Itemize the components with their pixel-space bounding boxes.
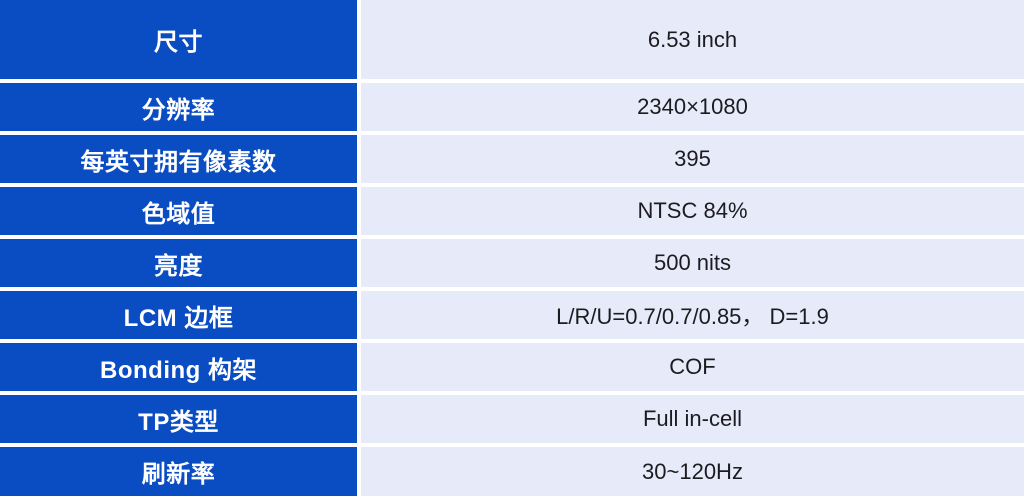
spec-row-color-gamut: 色域值 NTSC 84% [0, 187, 1024, 235]
spec-label-color-gamut: 色域值 [0, 187, 357, 235]
spec-label-bonding: Bonding 构架 [0, 343, 357, 391]
spec-value-bonding: COF [361, 343, 1024, 391]
spec-value-lcm-border: L/R/U=0.7/0.7/0.85， D=1.9 [361, 291, 1024, 339]
spec-label-refresh-rate: 刷新率 [0, 447, 357, 496]
spec-value-brightness: 500 nits [361, 239, 1024, 287]
spec-value-tp-type: Full in-cell [361, 395, 1024, 443]
spec-row-size: 尺寸 6.53 inch [0, 0, 1024, 79]
spec-label-size: 尺寸 [0, 0, 357, 79]
spec-row-resolution: 分辨率 2340×1080 [0, 83, 1024, 131]
spec-value-ppi: 395 [361, 135, 1024, 183]
spec-label-lcm-border: LCM 边框 [0, 291, 357, 339]
spec-value-resolution: 2340×1080 [361, 83, 1024, 131]
spec-row-refresh-rate: 刷新率 30~120Hz [0, 447, 1024, 496]
spec-value-refresh-rate: 30~120Hz [361, 447, 1024, 496]
spec-label-brightness: 亮度 [0, 239, 357, 287]
spec-value-size: 6.53 inch [361, 0, 1024, 79]
spec-row-ppi: 每英寸拥有像素数 395 [0, 135, 1024, 183]
spec-label-tp-type: TP类型 [0, 395, 357, 443]
spec-value-color-gamut: NTSC 84% [361, 187, 1024, 235]
spec-row-tp-type: TP类型 Full in-cell [0, 395, 1024, 443]
spec-label-ppi: 每英寸拥有像素数 [0, 135, 357, 183]
spec-row-lcm-border: LCM 边框 L/R/U=0.7/0.7/0.85， D=1.9 [0, 291, 1024, 339]
spec-label-resolution: 分辨率 [0, 83, 357, 131]
spec-row-brightness: 亮度 500 nits [0, 239, 1024, 287]
spec-row-bonding: Bonding 构架 COF [0, 343, 1024, 391]
